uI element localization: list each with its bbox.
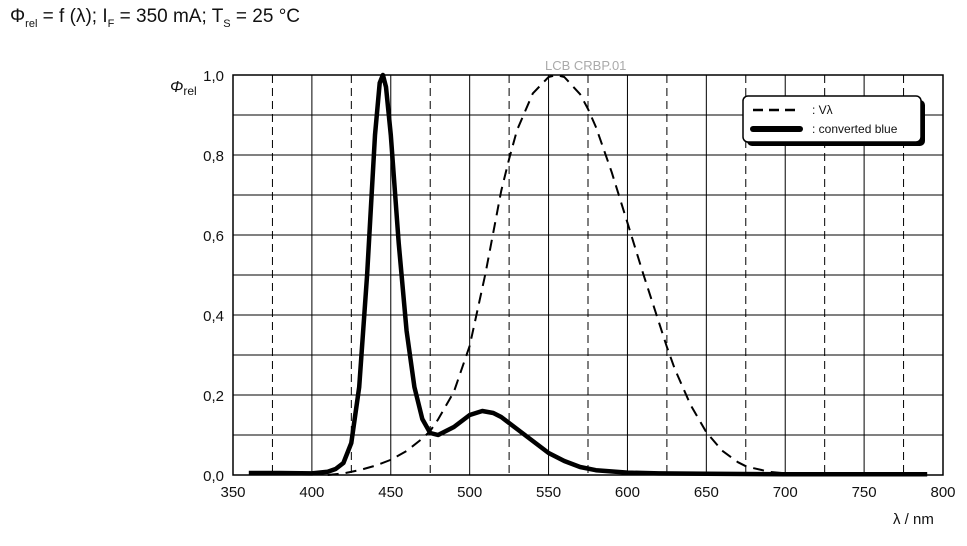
x-tick-label: 550 [536, 484, 561, 501]
x-tick-label: 450 [378, 484, 403, 501]
title-part: = 350 mA; T [114, 6, 224, 27]
y-tick-label: 0,4 [203, 308, 224, 325]
watermark: LCB CRBP.01 [545, 58, 626, 73]
y-tick-label: 0,6 [203, 228, 224, 245]
title-part: Φ [10, 6, 26, 27]
y-label-sub: rel [183, 84, 196, 98]
x-tick-label: 350 [220, 484, 245, 501]
x-tick-label: 600 [615, 484, 640, 501]
title-part: = 25 °C [230, 6, 301, 27]
grid [233, 74, 943, 475]
x-tick-label: 800 [930, 484, 955, 501]
x-tick-label: 500 [457, 484, 482, 501]
plot-frame [232, 74, 944, 476]
x-tick-label: 750 [852, 484, 877, 501]
x-tick-label: 650 [694, 484, 719, 501]
y-axis-label: Φrel [170, 79, 197, 98]
title-sub: F [107, 17, 115, 30]
y-tick-label: 0,2 [203, 388, 224, 405]
x-tick-label: 700 [773, 484, 798, 501]
title-sub: S [223, 17, 231, 30]
y-tick-label: 1,0 [203, 68, 224, 85]
x-tick-label: 400 [299, 484, 324, 501]
legend: : Vλ : converted blue [742, 95, 925, 146]
series-converted-blue-line [248, 72, 928, 477]
chart-title: Φrel = f (λ); IF = 350 mA; TS = 25 °C [10, 6, 300, 30]
x-axis-label: λ / nm [893, 511, 934, 528]
legend-label-vlambda: : Vλ [812, 103, 833, 117]
legend-label-converted-blue: : converted blue [812, 122, 898, 136]
title-sub: rel [25, 17, 38, 30]
y-label-main: Φ [170, 79, 183, 96]
y-tick-label: 0,0 [203, 468, 224, 485]
series-vlambda-line [327, 74, 786, 476]
y-tick-label: 0,8 [203, 148, 224, 165]
tick-labels: 350 400 450 500 550 600 650 700 750 800 0,0 0,2 0,4 0… [203, 68, 955, 501]
series-group [248, 72, 928, 477]
title-part: = f (λ); I [37, 6, 108, 27]
